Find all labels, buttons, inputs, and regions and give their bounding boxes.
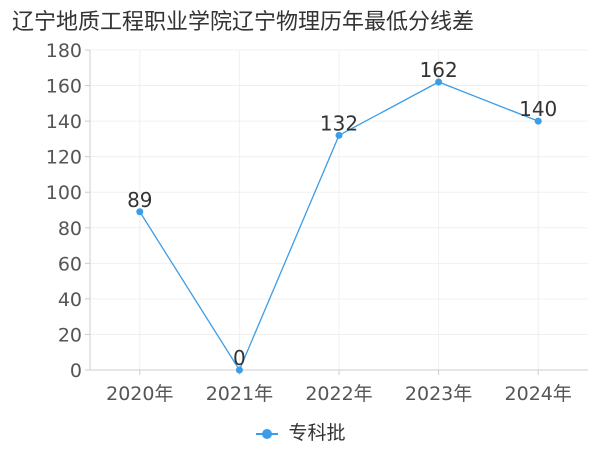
y-tick-label: 180 [46, 40, 82, 62]
x-tick-label: 2021年 [206, 383, 273, 405]
y-axis-ticks: 0 20 40 60 80 100 120 140 160 180 [46, 40, 90, 382]
legend[interactable]: 专科批 [0, 418, 600, 445]
data-point[interactable] [534, 117, 542, 125]
y-tick-label: 20 [58, 324, 82, 346]
y-tick-label: 40 [58, 289, 82, 311]
data-point[interactable] [136, 208, 144, 216]
grid-lines [90, 49, 588, 370]
x-tick-label: 2024年 [505, 383, 572, 405]
chart-title: 辽宁地质工程职业学院辽宁物理历年最低分线差 [12, 10, 475, 35]
data-point[interactable] [335, 131, 343, 139]
series-layer [136, 78, 542, 374]
legend-label: 专科批 [288, 422, 346, 444]
data-label: 162 [420, 58, 458, 82]
y-tick-label: 60 [58, 253, 82, 275]
data-label: 140 [519, 97, 557, 121]
x-tick-label: 2023年 [405, 383, 472, 405]
x-tick-label: 2022年 [305, 383, 372, 405]
y-tick-label: 100 [46, 182, 82, 204]
y-tick-label: 0 [70, 360, 82, 382]
x-axis-ticks: 2020年 2021年 2022年 2023年 2024年 [106, 370, 572, 405]
y-tick-label: 80 [58, 218, 82, 240]
x-tick-label: 2020年 [106, 383, 173, 405]
data-label: 0 [233, 346, 246, 370]
legend-marker-icon [254, 428, 280, 440]
data-labels: 89 0 132 162 140 [127, 58, 557, 370]
y-tick-label: 160 [46, 76, 82, 98]
y-tick-label: 140 [46, 111, 82, 133]
data-label: 89 [127, 188, 152, 212]
data-point[interactable] [435, 78, 443, 86]
data-point[interactable] [235, 366, 243, 374]
data-label: 132 [320, 111, 358, 135]
y-tick-label: 120 [46, 147, 82, 169]
